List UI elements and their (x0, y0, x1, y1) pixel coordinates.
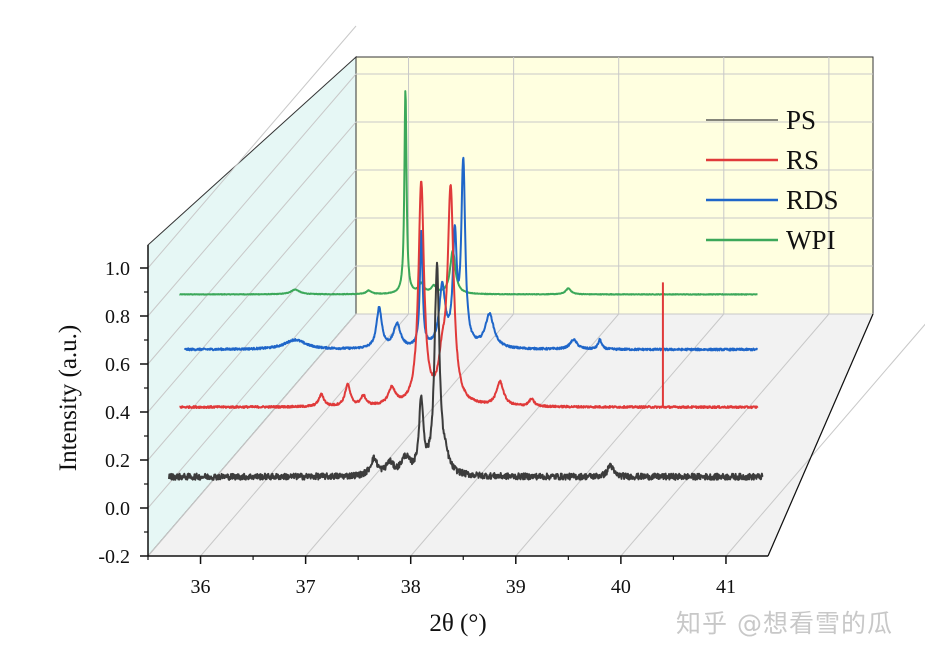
tick-marks (140, 267, 727, 564)
wall-grid-line (147, 217, 357, 461)
y-tick-label: 0.6 (105, 354, 130, 376)
x-tick-label: 40 (611, 576, 631, 598)
x-tick-label: 39 (506, 576, 526, 598)
wall-grid-line (147, 73, 357, 317)
wall-grid-line (147, 265, 357, 509)
wall-grid-line (147, 25, 357, 269)
x-tick-label: 38 (401, 576, 421, 598)
watermark-text: 知乎 @想看雪的瓜 (676, 609, 893, 638)
grid-lines (147, 25, 925, 557)
wall-grid-line (147, 121, 357, 365)
x-tick-label: 36 (191, 576, 211, 598)
wall-grid-line (147, 313, 357, 557)
y-tick-label: 0.2 (105, 450, 130, 472)
series-line-ps (168, 261, 764, 481)
tick-labels: 36 37 38 39 40 41 -0.2 0.0 0.2 0.4 0.6 0.8 1.0 (98, 258, 736, 598)
legend-label-rds: RDS (786, 185, 839, 215)
series-line-wpi (178, 90, 759, 296)
floor-grid-line (410, 313, 620, 557)
y-tick-label: 0.0 (105, 498, 130, 520)
x-tick-label: 41 (716, 576, 736, 598)
floor-grid-line (620, 313, 830, 557)
wall-grid-line (147, 169, 357, 413)
floor-right-edge (767, 313, 874, 557)
legend-label-rs: RS (786, 145, 819, 175)
y-tick-label: 0.8 (105, 306, 130, 328)
floor-grid-line (200, 313, 409, 557)
y-tick-label: 1.0 (105, 258, 130, 280)
series-line-rs (178, 180, 759, 410)
y-axis-title: Intensity (a.u.) (55, 325, 82, 471)
floor-grid-line (305, 313, 515, 557)
x-tick-label: 37 (296, 576, 316, 598)
axes (147, 245, 874, 557)
legend-label-ps: PS (786, 105, 816, 135)
y-tick-label: 0.4 (105, 402, 130, 424)
series-lines (168, 90, 764, 481)
floor-grid-line (515, 313, 725, 557)
y-tick-label: -0.2 (98, 546, 130, 568)
floor-grid-line (725, 323, 925, 557)
legend: PS RS RDS WPI (706, 105, 839, 255)
x-axis-title: 2θ (°) (429, 610, 486, 637)
legend-label-wpi: WPI (786, 225, 836, 255)
